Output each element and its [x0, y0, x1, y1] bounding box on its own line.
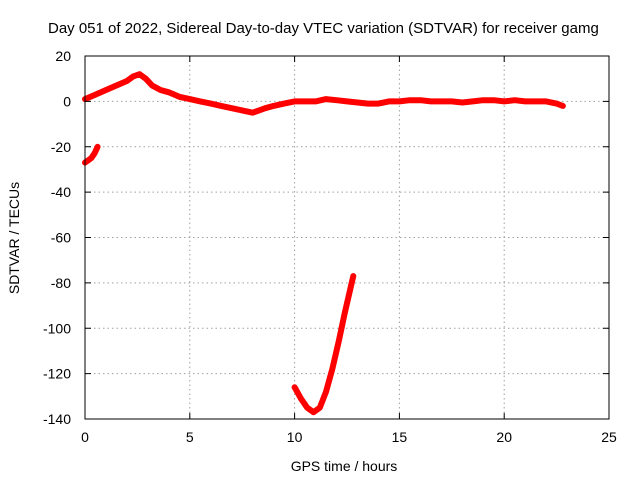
x-tick-label: 20 — [496, 429, 512, 445]
x-tick-label: 5 — [186, 429, 194, 445]
x-axis-title: GPS time / hours — [291, 458, 398, 474]
y-tick-label: 20 — [55, 48, 71, 64]
x-tick-label: 0 — [81, 429, 89, 445]
y-tick-label: -140 — [43, 411, 71, 427]
y-tick-label: -120 — [43, 366, 71, 382]
series-line-segment-start-negative — [82, 143, 101, 166]
grid-layer — [85, 56, 609, 419]
y-axis-title: SDTVAR / TECUs — [6, 182, 22, 294]
series-line-segment-dip — [291, 273, 357, 416]
y-tick-label: 0 — [63, 93, 71, 109]
y-tick-label: -40 — [51, 184, 71, 200]
y-tick-label: -20 — [51, 139, 71, 155]
chart-title: Day 051 of 2022, Sidereal Day-to-day VTE… — [48, 20, 599, 37]
y-tick-label: -80 — [51, 275, 71, 291]
x-tick-label: 15 — [392, 429, 408, 445]
series-line-segment-main-upper — [82, 71, 566, 116]
x-tick-label: 25 — [601, 429, 617, 445]
series-layer — [82, 71, 566, 416]
tick-layer: 0 5 10 15 20 25 20 0 -20 -40 -60 -80 -100 -120 -140 — [43, 48, 617, 445]
y-tick-label: -100 — [43, 320, 71, 336]
y-tick-label: -60 — [51, 230, 71, 246]
x-tick-label: 10 — [287, 429, 303, 445]
